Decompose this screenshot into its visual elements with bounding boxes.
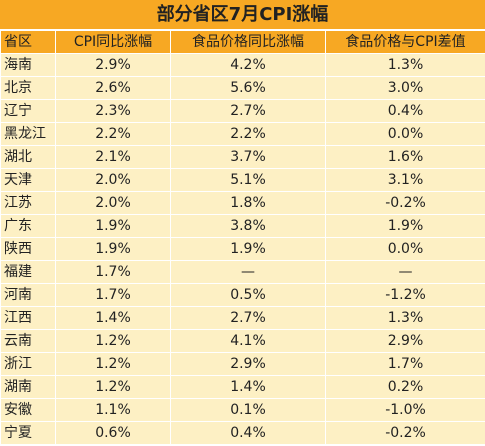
value-cell: 0.4% [325, 99, 485, 123]
value-cell: 1.2% [55, 352, 171, 376]
table-row: 江苏 2.0% 1.8% -0.2% [0, 191, 485, 215]
value-cell: 1.9% [170, 237, 326, 261]
cpi-table: 省区 CPI同比涨幅 食品价格同比涨幅 食品价格与CPI差值 海南 2.9% 4.2% 1.… [0, 30, 485, 445]
value-cell: 3.7% [170, 145, 326, 169]
value-cell: 2.9% [170, 352, 326, 376]
province-cell: 云南 [0, 329, 56, 353]
value-cell: — [170, 260, 326, 284]
value-cell: 1.3% [325, 306, 485, 330]
value-cell: 0.2% [325, 375, 485, 399]
value-cell: 4.2% [170, 53, 326, 77]
table-row: 湖北 2.1% 3.7% 1.6% [0, 145, 485, 169]
table-row: 宁夏 0.6% 0.4% -0.2% [0, 421, 485, 445]
value-cell: 5.6% [170, 76, 326, 100]
table-row: 广东 1.9% 3.8% 1.9% [0, 214, 485, 238]
column-header: CPI同比涨幅 [55, 30, 171, 54]
table-row: 江西 1.4% 2.7% 1.3% [0, 306, 485, 330]
table-row: 天津 2.0% 5.1% 3.1% [0, 168, 485, 192]
value-cell: 4.1% [170, 329, 326, 353]
value-cell: 0.4% [170, 421, 326, 445]
table-row: 辽宁 2.3% 2.7% 0.4% [0, 99, 485, 123]
value-cell: 1.7% [325, 352, 485, 376]
value-cell: 2.2% [55, 122, 171, 146]
province-cell: 安徽 [0, 398, 56, 422]
value-cell: 1.7% [55, 260, 171, 284]
province-cell: 广东 [0, 214, 56, 238]
table-row: 河南 1.7% 0.5% -1.2% [0, 283, 485, 307]
table-row: 黑龙江 2.2% 2.2% 0.0% [0, 122, 485, 146]
value-cell: 2.9% [325, 329, 485, 353]
value-cell: 1.1% [55, 398, 171, 422]
value-cell: 0.5% [170, 283, 326, 307]
table-row: 福建 1.7% — — [0, 260, 485, 284]
province-cell: 湖北 [0, 145, 56, 169]
value-cell: -0.2% [325, 191, 485, 215]
province-cell: 宁夏 [0, 421, 56, 445]
value-cell: 3.0% [325, 76, 485, 100]
value-cell: 1.2% [55, 375, 171, 399]
province-cell: 湖南 [0, 375, 56, 399]
table-body: 海南 2.9% 4.2% 1.3% 北京 2.6% 5.6% 3.0% 辽宁 2.3% 2.7% 0.… [0, 53, 485, 445]
table-row: 浙江 1.2% 2.9% 1.7% [0, 352, 485, 376]
province-cell: 海南 [0, 53, 56, 77]
header-row: 省区 CPI同比涨幅 食品价格同比涨幅 食品价格与CPI差值 [0, 30, 485, 54]
value-cell: 2.3% [55, 99, 171, 123]
value-cell: -1.0% [325, 398, 485, 422]
value-cell: 5.1% [170, 168, 326, 192]
value-cell: 1.6% [325, 145, 485, 169]
value-cell: 2.7% [170, 99, 326, 123]
value-cell: -1.2% [325, 283, 485, 307]
province-cell: 陕西 [0, 237, 56, 261]
value-cell: 2.0% [55, 191, 171, 215]
province-cell: 辽宁 [0, 99, 56, 123]
province-cell: 天津 [0, 168, 56, 192]
column-header: 省区 [0, 30, 56, 54]
province-cell: 江苏 [0, 191, 56, 215]
province-cell: 江西 [0, 306, 56, 330]
value-cell: 2.9% [55, 53, 171, 77]
table-title: 部分省区7月CPI涨幅 [0, 0, 485, 30]
value-cell: 3.1% [325, 168, 485, 192]
table-row: 安徽 1.1% 0.1% -1.0% [0, 398, 485, 422]
value-cell: 2.6% [55, 76, 171, 100]
value-cell: 1.4% [170, 375, 326, 399]
value-cell: 3.8% [170, 214, 326, 238]
table-row: 北京 2.6% 5.6% 3.0% [0, 76, 485, 100]
value-cell: 2.7% [170, 306, 326, 330]
value-cell: 0.0% [325, 237, 485, 261]
province-cell: 河南 [0, 283, 56, 307]
value-cell: 1.4% [55, 306, 171, 330]
value-cell: 0.6% [55, 421, 171, 445]
province-cell: 福建 [0, 260, 56, 284]
value-cell: 2.0% [55, 168, 171, 192]
province-cell: 北京 [0, 76, 56, 100]
column-header: 食品价格与CPI差值 [325, 30, 485, 54]
value-cell: 1.8% [170, 191, 326, 215]
table-row: 云南 1.2% 4.1% 2.9% [0, 329, 485, 353]
value-cell: 1.9% [325, 214, 485, 238]
table-row: 陕西 1.9% 1.9% 0.0% [0, 237, 485, 261]
value-cell: 1.7% [55, 283, 171, 307]
value-cell: 1.9% [55, 237, 171, 261]
province-cell: 浙江 [0, 352, 56, 376]
value-cell: — [325, 260, 485, 284]
table-row: 湖南 1.2% 1.4% 0.2% [0, 375, 485, 399]
value-cell: 2.1% [55, 145, 171, 169]
table-row: 海南 2.9% 4.2% 1.3% [0, 53, 485, 77]
value-cell: 1.3% [325, 53, 485, 77]
value-cell: 1.2% [55, 329, 171, 353]
value-cell: 0.1% [170, 398, 326, 422]
column-header: 食品价格同比涨幅 [170, 30, 326, 54]
value-cell: -0.2% [325, 421, 485, 445]
value-cell: 1.9% [55, 214, 171, 238]
value-cell: 0.0% [325, 122, 485, 146]
value-cell: 2.2% [170, 122, 326, 146]
province-cell: 黑龙江 [0, 122, 56, 146]
